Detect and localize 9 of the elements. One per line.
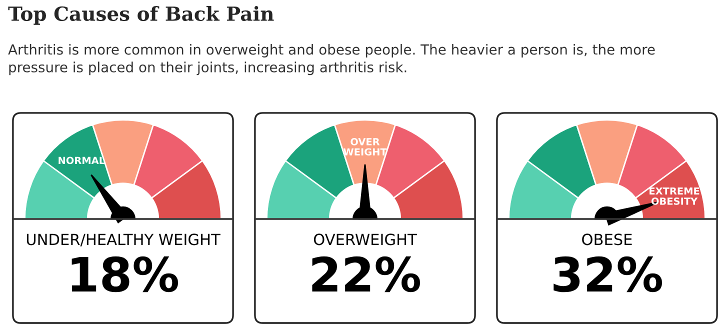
text: OBESE (582, 234, 632, 246)
text: Arthritis is more common in overweight and obese people. The heavier a person is, the more pressure is placed on their joints, increasing arthritis risk. (8, 44, 655, 76)
slice-label: EXTREME OBESITY (650, 187, 700, 205)
text: 22% (312, 256, 420, 292)
text: 32% (554, 256, 662, 292)
chart-title: Top Causes of Back Pain (8, 6, 274, 25)
text: UNDER/HEALTHY WEIGHT (26, 234, 220, 246)
text: OVERWEIGHT (314, 234, 417, 246)
text: 18% (72, 256, 178, 292)
